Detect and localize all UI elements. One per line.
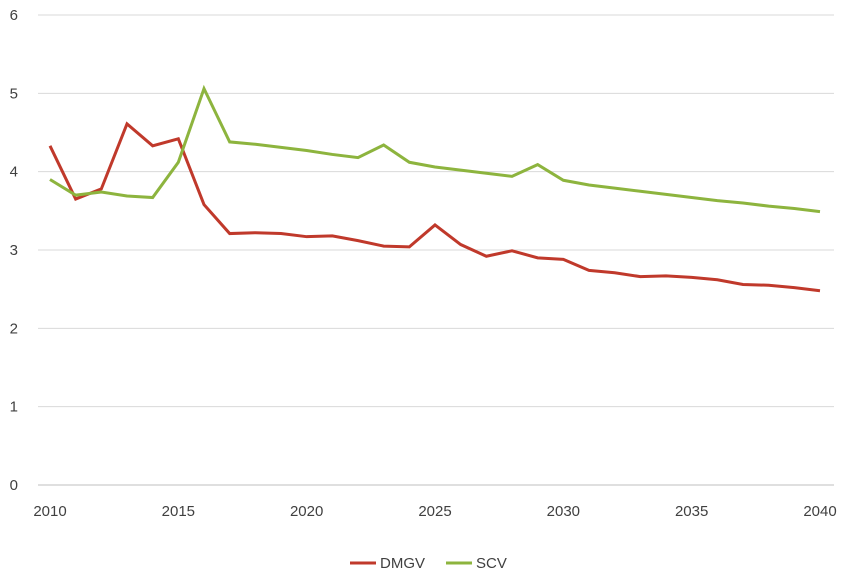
x-tick-label: 2030 (547, 503, 580, 520)
x-axis: 2010 2015 2020 2025 2030 2035 2040 (33, 484, 837, 520)
legend-item-dmgv: DMGV (350, 555, 425, 572)
x-tick-label: 2035 (675, 503, 708, 520)
x-tick-label: 2015 (162, 503, 195, 520)
series-lines (48, 84, 821, 293)
legend: DMGV SCV (350, 555, 507, 572)
x-tick-label: 2020 (290, 503, 323, 520)
gridlines (38, 14, 834, 408)
legend-label: DMGV (380, 555, 425, 572)
legend-item-scv: SCV (446, 555, 507, 572)
y-tick-label: 5 (10, 85, 18, 102)
y-axis: 0 1 2 3 4 5 6 (10, 7, 18, 494)
x-tick-label: 2025 (418, 503, 451, 520)
y-tick-label: 3 (10, 242, 18, 259)
x-tick-label: 2040 (803, 503, 836, 520)
y-tick-label: 6 (10, 7, 18, 24)
series-line-dmgv (48, 121, 821, 293)
y-tick-label: 1 (10, 399, 18, 416)
y-tick-label: 0 (10, 477, 18, 494)
y-tick-label: 2 (10, 320, 18, 337)
series-line-scv (49, 84, 821, 214)
y-tick-label: 4 (10, 164, 18, 181)
x-tick-label: 2010 (33, 503, 66, 520)
legend-label: SCV (476, 555, 507, 572)
